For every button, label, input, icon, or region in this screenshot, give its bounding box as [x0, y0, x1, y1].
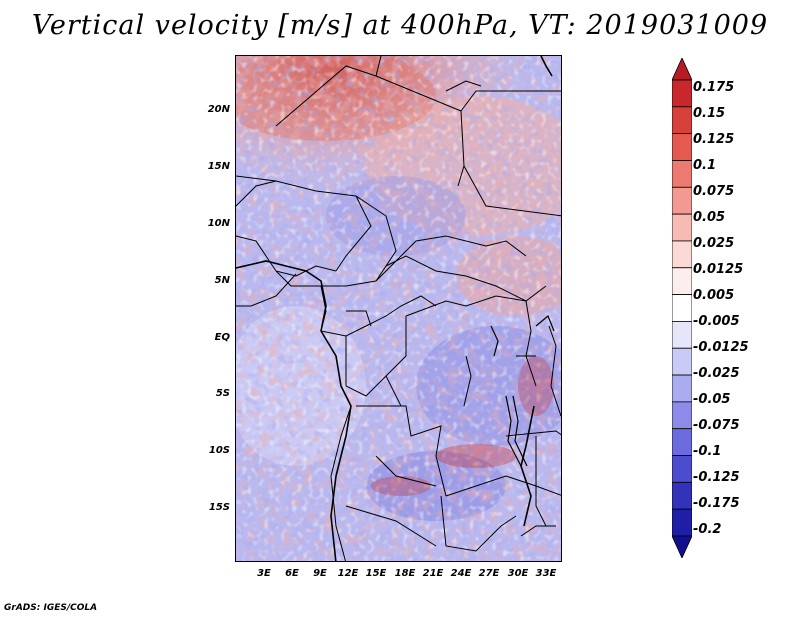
lon-label-21e: 21E — [422, 568, 444, 579]
colorbar-swatch — [672, 428, 692, 456]
colorbar-label: -0.005 — [693, 314, 740, 329]
colorbar-swatch — [672, 294, 692, 322]
lon-label-15e: 15E — [365, 568, 387, 579]
colorbar-swatch — [672, 58, 692, 81]
colorbar-swatch — [672, 401, 692, 430]
colorbar-swatch — [672, 535, 692, 558]
lon-label-3e: 3E — [257, 568, 271, 579]
chart-title: Vertical velocity [m/s] at 400hPa, VT: 2… — [31, 10, 769, 41]
country-borders — [236, 56, 561, 561]
lat-label-5n: 5N — [214, 275, 230, 286]
colorbar — [672, 58, 692, 558]
lon-label-33e: 33E — [535, 568, 557, 579]
colorbar-label: -0.025 — [693, 366, 740, 381]
colorbar-swatch — [672, 481, 692, 510]
colorbar-label: 0.125 — [693, 132, 735, 147]
lon-label-9e: 9E — [313, 568, 327, 579]
colorbar-label: 0.025 — [693, 236, 735, 251]
lon-label-18e: 18E — [394, 568, 416, 579]
grads-credit: GrADS: IGES/COLA — [4, 603, 98, 613]
colorbar-label: 0.15 — [693, 106, 726, 121]
colorbar-swatch — [672, 160, 692, 188]
colorbar-label: -0.175 — [693, 496, 740, 511]
colorbar-swatch — [672, 455, 692, 483]
colorbar-swatch — [672, 213, 692, 242]
colorbar-label: 0.005 — [693, 288, 735, 303]
colorbar-label: 0.175 — [693, 80, 735, 95]
lon-label-27e: 27E — [478, 568, 500, 579]
colorbar-swatch — [672, 321, 692, 349]
colorbar-label: -0.1 — [693, 444, 722, 459]
colorbar-label: -0.2 — [693, 522, 722, 537]
lat-label-20n: 20N — [207, 104, 230, 115]
lon-label-24e: 24E — [450, 568, 472, 579]
lon-label-12e: 12E — [337, 568, 359, 579]
colorbar-swatch — [672, 267, 692, 295]
colorbar-swatch — [672, 79, 692, 108]
lat-label-15n: 15N — [207, 161, 230, 172]
colorbar-swatch — [672, 240, 692, 269]
lat-label-10s: 10S — [208, 445, 230, 456]
lon-label-30e: 30E — [507, 568, 529, 579]
lat-label-eq: EQ — [214, 332, 230, 343]
colorbar-swatch — [672, 106, 692, 135]
colorbar-label: -0.075 — [693, 418, 740, 433]
colorbar-label: 0.075 — [693, 184, 735, 199]
lake-outlines — [490, 315, 555, 467]
colorbar-swatch — [672, 133, 692, 161]
colorbar-label: -0.05 — [693, 392, 731, 407]
lat-label-5s: 5S — [215, 388, 230, 399]
map-panel — [235, 55, 562, 562]
colorbar-label: 0.1 — [693, 158, 717, 173]
vertical-velocity-field — [236, 56, 561, 561]
colorbar-label: 0.0125 — [693, 262, 744, 277]
colorbar-swatch — [672, 347, 692, 376]
colorbar-swatch — [672, 374, 692, 403]
lon-label-6e: 6E — [285, 568, 299, 579]
lat-label-15s: 15S — [208, 502, 230, 513]
colorbar-swatch — [672, 508, 692, 537]
colorbar-swatch — [672, 186, 692, 215]
lat-label-10n: 10N — [207, 218, 230, 229]
colorbar-label: -0.125 — [693, 470, 740, 485]
colorbar-label: 0.05 — [693, 210, 726, 225]
colorbar-label: -0.0125 — [693, 340, 749, 355]
